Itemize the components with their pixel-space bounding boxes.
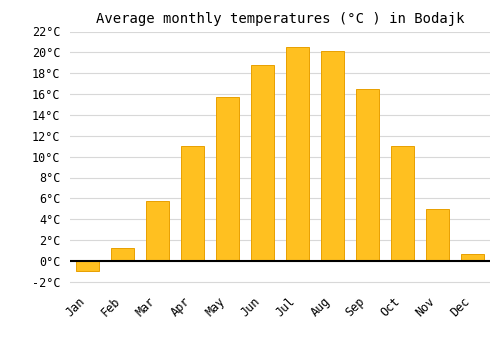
Bar bbox=[356, 89, 379, 261]
Bar bbox=[216, 97, 239, 261]
Bar bbox=[321, 51, 344, 261]
Title: Average monthly temperatures (°C ) in Bodajk: Average monthly temperatures (°C ) in Bo… bbox=[96, 12, 464, 26]
Bar bbox=[251, 65, 274, 261]
Bar bbox=[146, 202, 169, 261]
Bar bbox=[181, 146, 204, 261]
Bar bbox=[426, 209, 449, 261]
Bar bbox=[286, 47, 309, 261]
Bar bbox=[76, 261, 99, 271]
Bar bbox=[111, 248, 134, 261]
Bar bbox=[391, 146, 414, 261]
Bar bbox=[461, 254, 484, 261]
